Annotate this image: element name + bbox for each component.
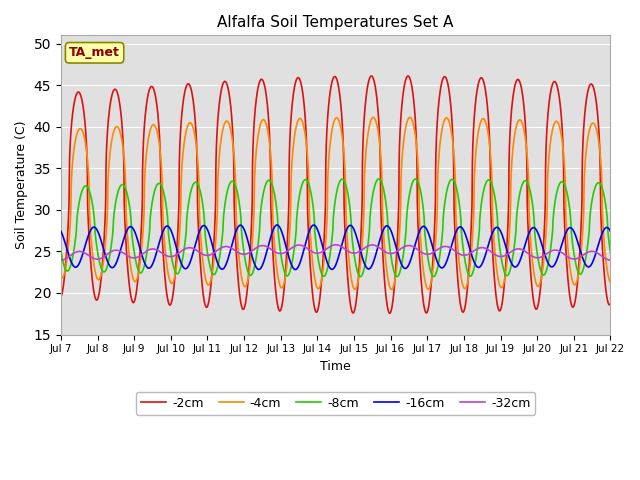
-32cm: [467, 250, 475, 256]
-16cm: [607, 228, 614, 234]
Y-axis label: Soil Temperature (C): Soil Temperature (C): [15, 120, 28, 249]
-2cm: [157, 182, 164, 188]
Title: Alfalfa Soil Temperatures Set A: Alfalfa Soil Temperatures Set A: [218, 15, 454, 30]
-2cm: [386, 311, 394, 316]
-2cm: [415, 233, 422, 239]
Line: -16cm: -16cm: [61, 225, 611, 270]
-4cm: [607, 280, 614, 286]
Line: -4cm: -4cm: [61, 117, 611, 289]
-16cm: [509, 263, 516, 268]
Text: TA_met: TA_met: [69, 46, 120, 59]
-16cm: [157, 235, 164, 240]
-2cm: [387, 309, 394, 315]
-32cm: [157, 249, 164, 255]
-8cm: [393, 274, 401, 279]
-16cm: [267, 233, 275, 239]
-8cm: [267, 179, 275, 185]
-4cm: [57, 275, 65, 280]
-8cm: [509, 253, 516, 259]
-16cm: [415, 231, 422, 237]
-2cm: [57, 294, 65, 300]
-32cm: [57, 257, 65, 263]
-8cm: [57, 248, 65, 254]
-32cm: [415, 247, 422, 253]
-16cm: [387, 227, 394, 233]
-16cm: [57, 228, 65, 234]
-8cm: [415, 180, 422, 186]
Line: -8cm: -8cm: [61, 179, 611, 276]
-2cm: [367, 73, 375, 79]
-8cm: [467, 273, 475, 279]
-32cm: [607, 257, 614, 263]
-4cm: [467, 252, 475, 258]
-4cm: [388, 287, 396, 292]
-2cm: [467, 225, 475, 231]
Line: -32cm: -32cm: [61, 245, 611, 260]
-4cm: [415, 172, 422, 178]
-2cm: [607, 301, 614, 307]
-8cm: [387, 251, 394, 256]
-4cm: [387, 286, 394, 291]
-16cm: [467, 251, 475, 256]
-4cm: [157, 154, 164, 159]
-32cm: [387, 251, 394, 256]
-4cm: [509, 146, 516, 152]
-16cm: [273, 222, 281, 228]
-8cm: [157, 182, 164, 188]
Line: -2cm: -2cm: [61, 76, 611, 313]
-4cm: [369, 114, 377, 120]
-4cm: [267, 154, 275, 159]
-8cm: [607, 250, 614, 255]
-8cm: [375, 176, 383, 182]
-16cm: [292, 267, 300, 273]
Legend: -2cm, -4cm, -8cm, -16cm, -32cm: -2cm, -4cm, -8cm, -16cm, -32cm: [136, 392, 536, 415]
-2cm: [267, 204, 275, 209]
-32cm: [509, 248, 516, 253]
-32cm: [267, 246, 275, 252]
-2cm: [509, 95, 516, 100]
-32cm: [332, 242, 340, 248]
X-axis label: Time: Time: [320, 360, 351, 373]
